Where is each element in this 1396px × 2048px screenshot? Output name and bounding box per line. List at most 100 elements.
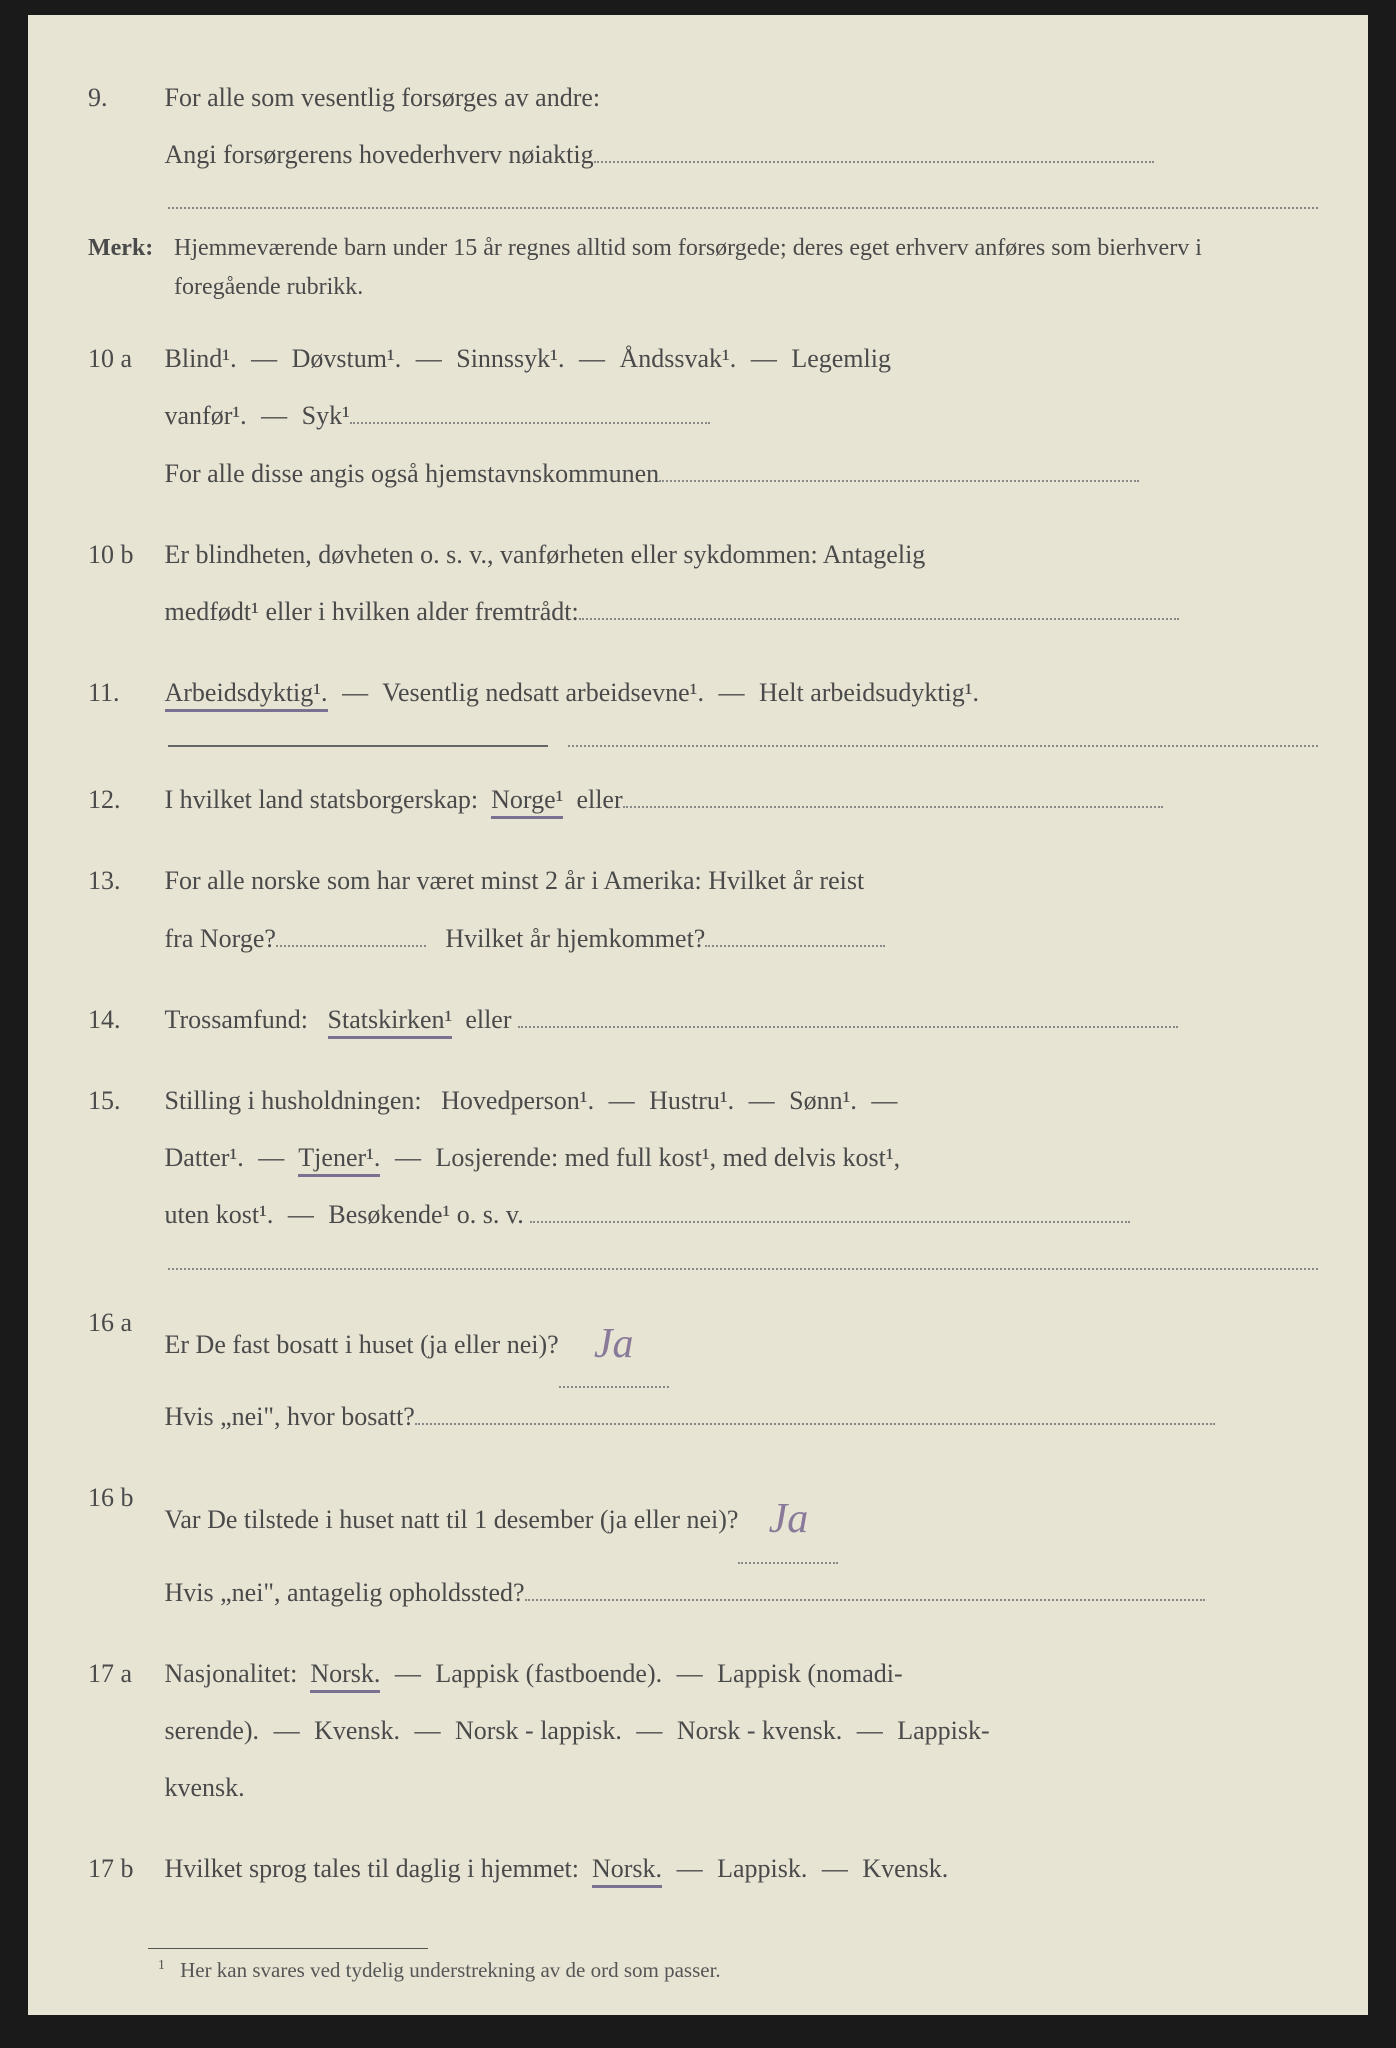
question-17b: 17 b Hvilket sprog tales til daglig i hj… [88, 1840, 1318, 1897]
q16a-line1: Er De fast bosatt i huset (ja eller nei)… [165, 1330, 559, 1359]
q11-number: 11. [88, 664, 158, 721]
answer-16a[interactable]: Ja [559, 1294, 669, 1388]
q16b-line2: Hvis „nei", antagelig opholdssted? [165, 1578, 525, 1607]
opt-arbeidsdyktig: Arbeidsdyktig¹. [165, 678, 328, 712]
q17b-lead: Hvilket sprog tales til daglig i hjemmet… [165, 1854, 580, 1883]
opt-sonn: Sønn¹. [789, 1086, 857, 1115]
opt-lappisk-nomad: Lappisk (nomadi- [717, 1659, 903, 1688]
section-divider [168, 745, 548, 747]
census-form-page: 9. For alle som vesentlig forsørges av a… [28, 15, 1368, 2015]
divider [568, 745, 1318, 747]
q10b-number: 10 b [88, 526, 158, 583]
opt-besokende: Besøkende¹ o. s. v. [328, 1200, 523, 1229]
q16a-number: 16 a [88, 1294, 158, 1351]
q17b-number: 17 b [88, 1840, 158, 1897]
opt-lappisk-kvensk-b: kvensk. [165, 1773, 245, 1802]
opt-sinnssyk: Sinnssyk¹. [456, 344, 564, 373]
opt-lappisk-kvensk-a: Lappisk- [897, 1716, 989, 1745]
q16a-body: Er De fast bosatt i huset (ja eller nei)… [165, 1294, 1315, 1446]
question-12: 12. I hvilket land statsborgerskap: Norg… [88, 771, 1318, 828]
fill-line[interactable] [518, 1026, 1178, 1028]
q14-number: 14. [88, 991, 158, 1048]
q14-tail: eller [465, 1005, 511, 1034]
fill-line[interactable] [659, 480, 1139, 482]
q17a-lead: Nasjonalitet: [165, 1659, 298, 1688]
merk-label: Merk: [88, 229, 168, 267]
fill-line[interactable] [276, 945, 426, 947]
opt-kvensk: Kvensk. [314, 1716, 400, 1745]
question-13: 13. For alle norske som har været minst … [88, 852, 1318, 966]
q14-text: Trossamfund: [165, 1005, 309, 1034]
q15-number: 15. [88, 1072, 158, 1129]
opt-norsk-kvensk: Norsk - kvensk. [677, 1716, 842, 1745]
q10b-line1: Er blindheten, døvheten o. s. v., vanfør… [165, 540, 926, 569]
q13-number: 13. [88, 852, 158, 909]
divider [168, 1268, 1318, 1270]
question-15: 15. Stilling i husholdningen: Hovedperso… [88, 1072, 1318, 1244]
fill-line[interactable] [623, 806, 1163, 808]
answer-16b[interactable]: Ja [738, 1469, 838, 1563]
q17b-body: Hvilket sprog tales til daglig i hjemmet… [165, 1840, 1315, 1897]
fill-line[interactable] [350, 422, 710, 424]
q9-number: 9. [88, 69, 158, 126]
q17a-line2: serende). [165, 1716, 260, 1745]
footnote-marker: 1 [158, 1957, 165, 1972]
opt-norsk: Norsk. [310, 1659, 380, 1693]
opt-legemlig: Legemlig [791, 344, 891, 373]
opt-lappisk-fast: Lappisk (fastboende). [435, 1659, 662, 1688]
question-17a: 17 a Nasjonalitet: Norsk. — Lappisk (fas… [88, 1645, 1318, 1817]
opt-udyktig: Helt arbeidsudyktig¹. [759, 678, 979, 707]
opt-lappisk-lang: Lappisk. [717, 1854, 807, 1883]
footnote-rule [148, 1948, 428, 1949]
opt-utenkost: uten kost¹. [165, 1200, 274, 1229]
q16b-line1: Var De tilstede i huset natt til 1 desem… [165, 1505, 739, 1534]
question-14: 14. Trossamfund: Statskirken¹ eller [88, 991, 1318, 1048]
note-merk: Merk: Hjemmeværende barn under 15 år reg… [88, 229, 1318, 306]
q15-lead: Stilling i husholdningen: [165, 1086, 422, 1115]
q13-line2b: Hvilket år hjemkommet? [445, 924, 705, 953]
fill-line[interactable] [525, 1599, 1205, 1601]
q16b-body: Var De tilstede i huset natt til 1 desem… [165, 1469, 1315, 1621]
opt-tjener: Tjener¹. [298, 1143, 380, 1177]
q9-line2: Angi forsørgerens hovederhverv nøiaktig [165, 140, 594, 169]
question-16a: 16 a Er De fast bosatt i huset (ja eller… [88, 1294, 1318, 1446]
opt-statskirken: Statskirken¹ [328, 1005, 453, 1039]
opt-kvensk-lang: Kvensk. [862, 1854, 948, 1883]
footnote: 1 Her kan svares ved tydelig understrekn… [158, 1957, 1318, 1983]
fill-line[interactable] [594, 161, 1154, 163]
question-11: 11. Arbeidsdyktig¹. — Vesentlig nedsatt … [88, 664, 1318, 721]
q12-number: 12. [88, 771, 158, 828]
opt-norsk-lappisk: Norsk - lappisk. [455, 1716, 622, 1745]
q12-text: I hvilket land statsborgerskap: [165, 785, 479, 814]
q15-body: Stilling i husholdningen: Hovedperson¹. … [165, 1072, 1315, 1244]
q10b-line2: medfødt¹ eller i hvilken alder fremtrådt… [165, 597, 579, 626]
question-10a: 10 a Blind¹. — Døvstum¹. — Sinnssyk¹. — … [88, 330, 1318, 502]
q14-body: Trossamfund: Statskirken¹ eller [165, 991, 1315, 1048]
divider [168, 207, 1318, 209]
fill-line[interactable] [705, 945, 885, 947]
q10a-line3: For alle disse angis også hjemstavnskomm… [165, 459, 660, 488]
q12-tail: eller [576, 785, 622, 814]
q9-body: For alle som vesentlig forsørges av andr… [165, 69, 1315, 183]
opt-norsk-lang: Norsk. [592, 1854, 662, 1888]
opt-syk: Syk¹ [302, 401, 350, 430]
opt-hovedperson: Hovedperson¹. [441, 1086, 594, 1115]
fill-line[interactable] [415, 1423, 1215, 1425]
q12-body: I hvilket land statsborgerskap: Norge¹ e… [165, 771, 1315, 828]
q9-line1: For alle som vesentlig forsørges av andr… [165, 83, 601, 112]
opt-losjerende: Losjerende: med full kost¹, med delvis k… [435, 1143, 900, 1172]
fill-line[interactable] [530, 1221, 1130, 1223]
opt-norge: Norge¹ [491, 785, 563, 819]
question-9: 9. For alle som vesentlig forsørges av a… [88, 69, 1318, 183]
opt-dovstum: Døvstum¹. [292, 344, 402, 373]
q13-line2a: fra Norge? [165, 924, 276, 953]
q10a-number: 10 a [88, 330, 158, 387]
fill-line[interactable] [579, 618, 1179, 620]
opt-vanfor: vanfør¹. [165, 401, 247, 430]
opt-andssvak: Åndssvak¹. [619, 344, 736, 373]
question-16b: 16 b Var De tilstede i huset natt til 1 … [88, 1469, 1318, 1621]
opt-datter: Datter¹. [165, 1143, 244, 1172]
merk-text: Hjemmeværende barn under 15 år regnes al… [174, 229, 1314, 306]
q17a-number: 17 a [88, 1645, 158, 1702]
opt-hustru: Hustru¹. [649, 1086, 734, 1115]
